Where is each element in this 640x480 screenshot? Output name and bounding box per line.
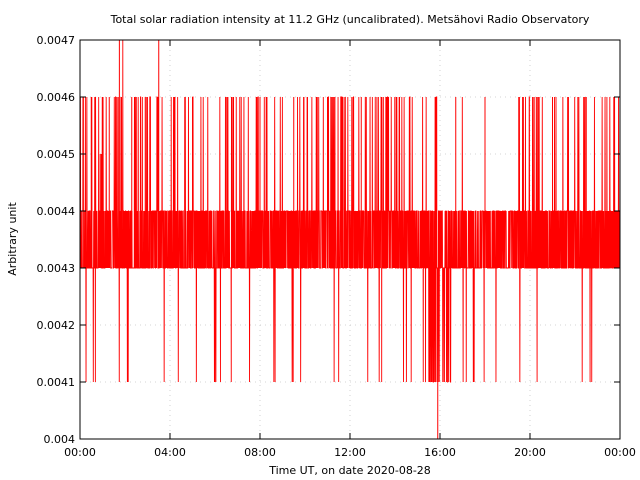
x-tick-label: 00:00 [604, 446, 636, 459]
plot-series [79, 39, 621, 439]
y-tick-label: 0.0046 [37, 91, 76, 104]
y-tick-label: 0.0044 [37, 205, 76, 218]
y-tick-label: 0.0047 [37, 34, 76, 47]
x-tick-label: 00:00 [64, 446, 96, 459]
y-tick-label: 0.0045 [37, 148, 76, 161]
x-axis-title: Time UT, on date 2020-08-28 [268, 464, 431, 477]
y-tick-label: 0.0043 [37, 262, 76, 275]
chart-title: Total solar radiation intensity at 11.2 … [110, 13, 590, 26]
x-tick-label: 12:00 [334, 446, 366, 459]
x-tick-label: 20:00 [514, 446, 546, 459]
y-axis: 0.004 0.0041 0.0042 0.0043 0.0044 0.0045 0.004… [37, 34, 620, 446]
y-tick-label: 0.0041 [37, 376, 76, 389]
x-tick-label: 04:00 [154, 446, 186, 459]
y-tick-label: 0.004 [44, 433, 76, 446]
x-axis: 00:00 04:00 08:00 12:00 16:00 20:00 00:00 [64, 40, 636, 459]
y-tick-label: 0.0042 [37, 319, 76, 332]
x-tick-label: 16:00 [424, 446, 456, 459]
y-axis-title: Arbitrary unit [6, 202, 19, 276]
x-tick-label: 08:00 [244, 446, 276, 459]
